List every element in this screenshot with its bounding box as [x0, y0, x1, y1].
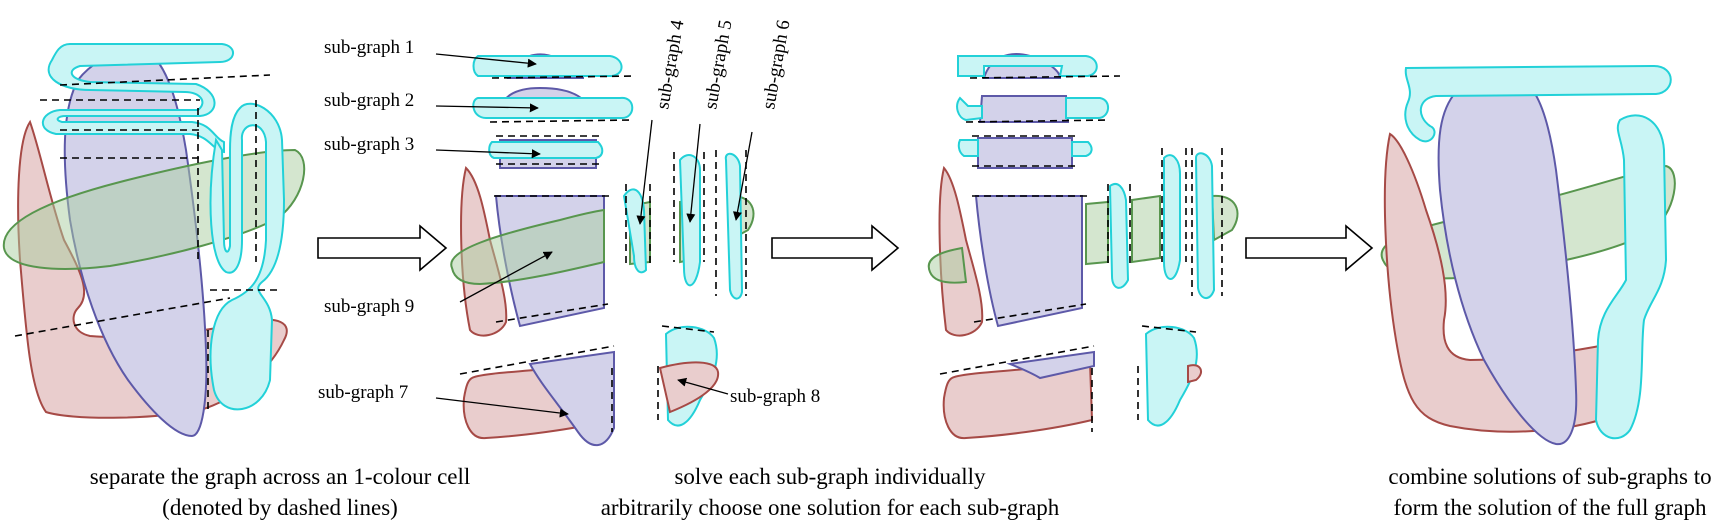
pointer-arrow: [459, 251, 553, 303]
caption-step3-line1: combine solutions of sub-graphs to: [1388, 464, 1711, 489]
cut-line: [969, 75, 1121, 79]
solved-subgraph-3: [977, 137, 1073, 169]
subgraph-8-red: [658, 361, 720, 414]
label-sub-graph-3: sub-graph 3: [324, 134, 414, 155]
panel-separated-subgraphs: [450, 53, 755, 446]
label-sub-graph-2: sub-graph 2: [324, 90, 414, 111]
panel-solved-subgraphs: [927, 53, 1239, 440]
solved-subgraph-5-cyan: [1163, 154, 1181, 280]
panel-original-graph: [2, 43, 306, 438]
subgraph-2-cyan: [472, 96, 634, 119]
pointer-arrow: [435, 103, 539, 113]
combined-blue: [1437, 74, 1578, 446]
cyan-loop-right: [209, 102, 286, 411]
caption-step1-line1: separate the graph across an 1-colour ce…: [90, 464, 471, 489]
pointer-arrow: [732, 131, 753, 221]
caption-step2-line2: arbitrarily choose one solution for each…: [601, 495, 1060, 520]
solved-subgraph-6-cyan: [1194, 152, 1216, 299]
cut-line: [14, 297, 231, 337]
caption-step3-line2: form the solution of the full graph: [1394, 495, 1707, 520]
subgraph-3-cyan: [488, 141, 604, 159]
cut-line: [459, 345, 615, 375]
pointer-arrow: [435, 149, 541, 159]
solved-subgraph-8-red: [1187, 364, 1203, 384]
step-arrow-2: [771, 224, 900, 272]
cut-line: [1141, 325, 1197, 333]
solved-subgraph-7-red: [942, 360, 1094, 440]
cyan-loop-top: [42, 43, 234, 154]
label-sub-graph-4: sub-graph 4: [652, 18, 688, 111]
cut-line: [939, 345, 1095, 375]
solved-subgraph-9-blue: [974, 195, 1083, 328]
captions: separate the graph across an 1-colour ce…: [90, 464, 1712, 520]
subgraph-7-blue: [528, 350, 615, 446]
cut-line: [661, 325, 715, 333]
subgraph-4-cyan: [622, 188, 648, 274]
solved-subgraph-2-cyan: [956, 96, 1109, 122]
subgraph-1-cyan: [472, 55, 623, 77]
step-arrow-1: [317, 224, 448, 272]
label-sub-graph-5: sub-graph 5: [700, 18, 736, 111]
combined-cyan: [1404, 64, 1672, 440]
solved-subgraph-1-cyan: [957, 55, 1098, 77]
cut-line: [495, 303, 609, 323]
pointer-arrow: [435, 53, 537, 68]
solved-subgraph-9-green: [927, 246, 968, 284]
solved-subgraph-4: [1085, 200, 1109, 266]
solved-subgraph-2: [978, 95, 1070, 123]
caption-step2-line1: solve each sub-graph individually: [674, 464, 986, 489]
label-sub-graph-1: sub-graph 1: [324, 37, 414, 58]
cut-line: [965, 119, 1111, 123]
solved-subgraph-3-cyan: [957, 139, 1093, 157]
solved-subgraph-4-cyan: [1108, 182, 1130, 289]
caption-step1-line2: (denoted by dashed lines): [162, 495, 398, 520]
pointer-arrow: [636, 119, 653, 225]
pointer-arrow: [677, 377, 729, 395]
pointer-arrow: [435, 397, 569, 418]
label-sub-graph-6: sub-graph 6: [758, 18, 794, 111]
step-arrow-3: [1245, 224, 1374, 272]
label-sub-graph-7: sub-graph 7: [318, 382, 408, 403]
solved-subgraph-5: [1131, 194, 1161, 264]
label-sub-graph-9: sub-graph 9: [324, 296, 414, 317]
cut-line: [491, 75, 637, 79]
cut-line: [489, 119, 631, 123]
cut-line: [973, 303, 1087, 323]
pointer-arrow: [686, 123, 701, 223]
subgraph-6-cyan: [724, 152, 744, 300]
solved-subgraph-6: [1210, 194, 1239, 242]
label-sub-graph-8: sub-graph 8: [730, 386, 820, 407]
panel-combined-solution: [1380, 64, 1676, 446]
solved-subgraph-7-blue: [1006, 350, 1095, 380]
subgraph-9-green: [450, 208, 605, 286]
